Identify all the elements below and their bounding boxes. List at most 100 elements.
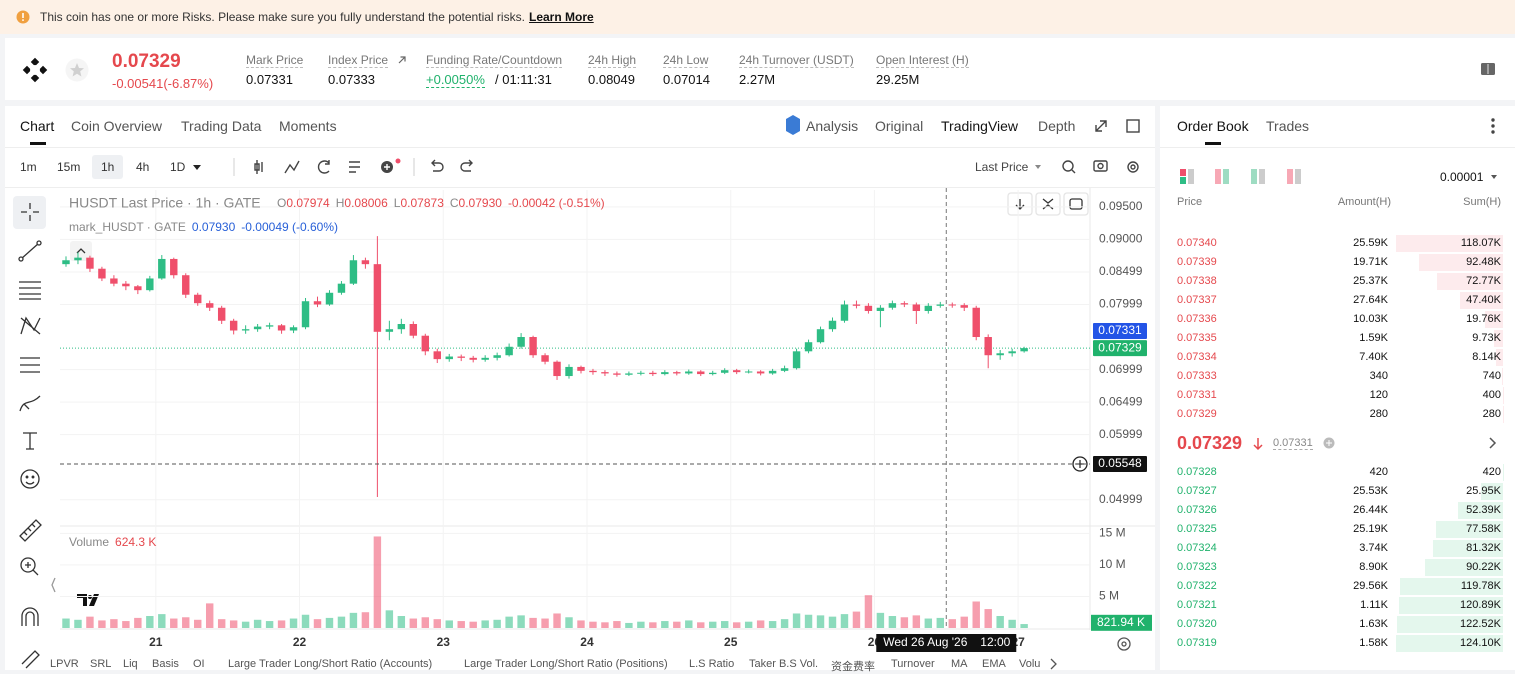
indicator-scroll[interactable]	[1051, 659, 1056, 669]
order-amount: 25.19K	[1353, 523, 1388, 535]
volume-title: Volume	[69, 535, 109, 549]
order-sum: 8.14K	[1472, 351, 1501, 363]
volume-bar	[745, 622, 752, 628]
order-book-tab[interactable]: Trades	[1266, 118, 1309, 134]
layout-asks[interactable]	[1287, 169, 1301, 184]
chart-tab[interactable]: Chart	[20, 118, 54, 134]
legend-value: 0.07974	[286, 196, 330, 210]
indicator[interactable]: Liq	[123, 658, 138, 670]
volume-bar	[577, 620, 584, 628]
undo-icon[interactable]	[432, 160, 443, 171]
indicator[interactable]: Volu	[1019, 658, 1040, 670]
redo-icon[interactable]	[461, 160, 472, 171]
layout-bids[interactable]	[1251, 169, 1265, 184]
measure-tool[interactable]	[20, 520, 41, 541]
order-sum: 52.39K	[1466, 504, 1501, 516]
text-tool[interactable]	[23, 433, 37, 449]
candle-body	[505, 347, 512, 355]
replay-icon[interactable]	[319, 160, 329, 173]
pattern-tool[interactable]	[21, 318, 40, 334]
order-sum: 92.48K	[1466, 256, 1501, 268]
mark-name: mark_HUSDT · GATE	[69, 220, 186, 234]
candle-body	[589, 371, 596, 372]
pencil-tool[interactable]	[22, 651, 39, 668]
chart-tab[interactable]: Moments	[279, 118, 337, 134]
candle-body	[541, 355, 548, 362]
more-icon[interactable]	[1492, 119, 1494, 121]
interval[interactable]: 1D	[170, 160, 185, 174]
brush-tool[interactable]	[20, 396, 40, 411]
candle-body	[577, 367, 584, 371]
view-tab[interactable]: TradingView	[941, 118, 1018, 134]
candle-type-icon[interactable]	[255, 160, 262, 174]
indicator[interactable]: Large Trader Long/Short Ratio (Positions…	[464, 658, 668, 670]
volume-bar	[170, 619, 177, 628]
view-tab[interactable]: Analysis	[806, 118, 858, 134]
template-icon[interactable]	[349, 162, 360, 172]
order-sum: 740	[1483, 370, 1501, 382]
indicator[interactable]: MA	[951, 658, 968, 670]
collapse-toolbar[interactable]	[52, 578, 55, 592]
candle-body	[793, 351, 800, 368]
indicator[interactable]: Turnover	[891, 658, 935, 670]
chart-tab[interactable]: Trading Data	[181, 118, 261, 134]
volume-bar	[697, 622, 704, 628]
indicator[interactable]: 资金费率	[831, 658, 875, 674]
fib-tool[interactable]	[20, 358, 40, 372]
indicator[interactable]: SRL	[90, 658, 111, 670]
candle-body	[481, 358, 488, 360]
volume-bar	[613, 621, 620, 628]
mid-mark-price: 0.07331	[1273, 437, 1313, 450]
order-price: 0.07319	[1177, 637, 1217, 649]
indicator[interactable]: OI	[193, 658, 205, 670]
magnet-tool[interactable]	[22, 608, 38, 626]
price-precision[interactable]: 0.00001	[1440, 170, 1483, 184]
interval[interactable]: 15m	[57, 160, 80, 174]
emoji-tool[interactable]	[21, 470, 39, 488]
volume-bar	[398, 616, 405, 628]
order-sum: 280	[1483, 408, 1501, 420]
search-icon[interactable]	[1063, 161, 1073, 171]
last-price-label: 0.07329	[1098, 340, 1142, 354]
candle-body	[158, 259, 165, 279]
dropdown-icon[interactable]	[1035, 165, 1041, 169]
interval[interactable]: 1h	[92, 155, 123, 179]
indicator[interactable]: Large Trader Long/Short Ratio (Accounts)	[228, 658, 432, 670]
order-book-tab[interactable]: Order Book	[1177, 118, 1249, 134]
indicator-icon[interactable]	[285, 161, 299, 173]
volume-bar	[949, 619, 956, 628]
window-icon[interactable]	[1127, 120, 1139, 132]
chart-settings[interactable]	[1118, 638, 1130, 650]
channel-tool[interactable]	[19, 282, 41, 299]
volume-bar	[1008, 620, 1015, 628]
dropdown-icon[interactable]	[1491, 175, 1497, 179]
indicator[interactable]: L.S Ratio	[689, 658, 734, 670]
y-tick-label: 0.04999	[1099, 492, 1143, 506]
candle-body	[434, 351, 441, 359]
indicator[interactable]: LPVR	[50, 658, 79, 670]
view-tab[interactable]: Depth	[1038, 118, 1075, 134]
volume-bar	[110, 619, 117, 628]
volume-bar	[254, 620, 261, 628]
settings-icon[interactable]	[1128, 162, 1138, 172]
interval[interactable]: 1m	[20, 160, 37, 174]
mark-price-label: 0.07331	[1098, 323, 1142, 337]
order-amount: 10.03K	[1353, 313, 1388, 325]
layout-alt[interactable]	[1215, 169, 1229, 184]
expand-arrow[interactable]	[1490, 438, 1495, 448]
dropdown-icon[interactable]	[193, 165, 201, 170]
chart-tab[interactable]: Coin Overview	[71, 118, 162, 134]
column-header: Price	[1177, 196, 1202, 208]
indicator[interactable]: Taker B.S Vol.	[749, 658, 818, 670]
line-tool[interactable]	[21, 243, 39, 259]
indicator[interactable]: EMA	[982, 658, 1006, 670]
interval[interactable]: 4h	[136, 160, 149, 174]
candle-body	[469, 358, 476, 360]
view-tab[interactable]: Original	[875, 118, 923, 134]
candle-body	[937, 304, 944, 305]
layout-both[interactable]	[1180, 169, 1194, 184]
expand-icon[interactable]	[1096, 121, 1106, 131]
indicator[interactable]: Basis	[152, 658, 179, 670]
camera-icon[interactable]	[1094, 161, 1107, 171]
